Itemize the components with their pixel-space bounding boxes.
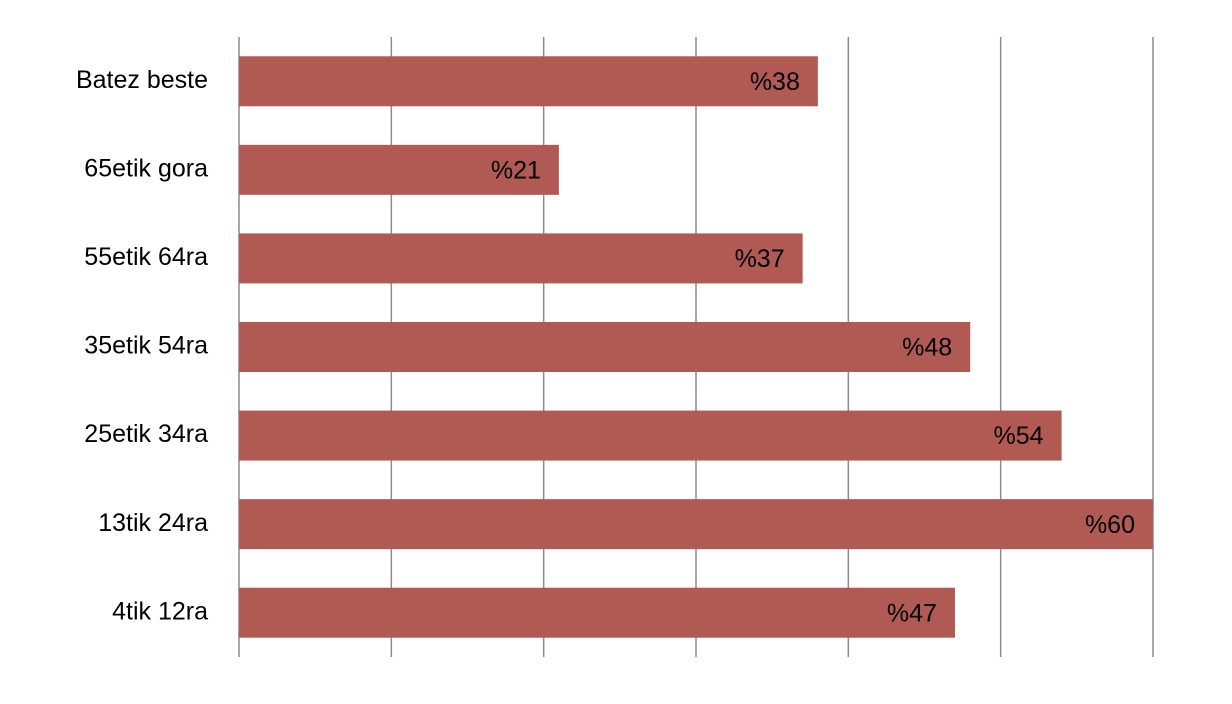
value-label: %38 (750, 68, 800, 96)
y-tick-label: 4tik 12ra (112, 597, 208, 625)
value-label: %47 (887, 599, 937, 627)
y-tick-label: 35etik 54ra (84, 332, 208, 360)
value-label: %60 (1085, 511, 1135, 539)
y-tick-label: Batez beste (76, 66, 208, 94)
value-label: %48 (902, 334, 952, 362)
value-label: %54 (994, 422, 1044, 450)
y-tick-label: 25etik 34ra (84, 420, 208, 448)
y-tick-label: 65etik gora (84, 154, 208, 182)
bar (239, 499, 1153, 550)
bar (239, 144, 559, 195)
y-tick-label: 13tik 24ra (98, 509, 208, 537)
value-label: %37 (735, 245, 785, 273)
bar (239, 322, 971, 372)
value-label: %21 (491, 156, 541, 184)
bar (239, 410, 1062, 461)
y-tick-label: 55etik 64ra (84, 243, 208, 271)
bar (239, 233, 803, 284)
bar (239, 587, 955, 638)
bar (239, 56, 818, 107)
